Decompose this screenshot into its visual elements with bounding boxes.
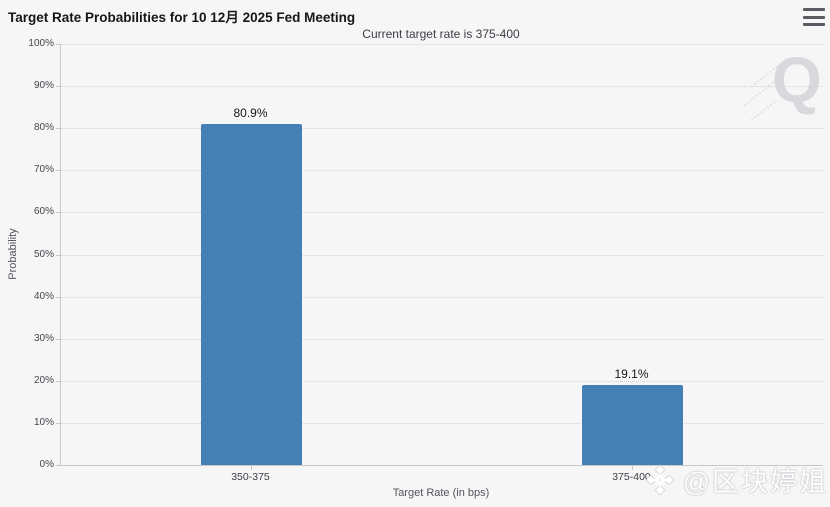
x-tick-label: 375-400 <box>612 471 651 483</box>
export-menu-button[interactable] <box>803 8 825 26</box>
y-tick-label: 10% <box>33 416 54 428</box>
gridline-90% <box>61 86 823 88</box>
gridline-70% <box>61 170 823 172</box>
bar-value-label: 80.9% <box>233 106 268 121</box>
q-logo-watermark: Q <box>772 44 822 116</box>
hamburger-icon <box>803 23 825 26</box>
y-tick-mark <box>56 254 60 256</box>
gridline-20% <box>61 380 823 382</box>
bar-375-400[interactable] <box>582 384 683 465</box>
bar-value-label: 19.1% <box>614 366 649 381</box>
gridline-80% <box>61 128 823 130</box>
y-tick-mark <box>56 380 60 382</box>
social-watermark: @区块婷姐 <box>643 460 828 499</box>
chart-subtitle: Current target rate is 375-400 <box>362 27 520 41</box>
y-tick-mark <box>56 44 60 45</box>
y-axis-title: Probability <box>7 228 19 280</box>
y-tick-mark <box>56 86 60 88</box>
social-handle: @区块婷姐 <box>682 467 828 497</box>
gridline-40% <box>61 296 823 298</box>
y-tick-label: 80% <box>33 122 54 134</box>
y-tick-label: 0% <box>39 459 54 470</box>
x-tick-mark <box>631 466 633 470</box>
x-axis-title: Target Rate (in bps) <box>392 487 490 499</box>
hamburger-icon <box>803 8 825 11</box>
y-tick-mark <box>56 170 60 172</box>
y-tick-label: 30% <box>33 332 54 344</box>
gridline-10% <box>61 422 823 424</box>
gridline-60% <box>61 212 823 214</box>
y-tick-label: 70% <box>33 164 54 176</box>
y-tick-mark <box>56 465 60 466</box>
plot-area <box>60 44 823 466</box>
gridline-50% <box>61 254 823 256</box>
x-tick-label: 350-375 <box>231 471 270 483</box>
x-tick-mark <box>250 466 252 470</box>
y-tick-label: 40% <box>33 290 54 302</box>
y-tick-mark <box>56 212 60 214</box>
binance-diamond-icon <box>645 464 674 495</box>
y-tick-mark <box>56 338 60 340</box>
gridline-100% <box>61 44 823 45</box>
chart-title: Target Rate Probabilities for 10 12月 202… <box>8 10 356 25</box>
y-tick-mark <box>56 128 60 130</box>
y-tick-label: 50% <box>33 248 54 260</box>
y-tick-label: 90% <box>33 80 54 92</box>
y-tick-mark <box>56 422 60 424</box>
gridline-30% <box>61 338 823 340</box>
y-tick-label: 20% <box>33 374 54 386</box>
y-tick-label: 60% <box>33 206 54 218</box>
hamburger-icon <box>803 15 825 19</box>
y-tick-mark <box>56 296 60 298</box>
y-tick-label: 100% <box>28 38 54 49</box>
bar-350-375[interactable] <box>201 124 302 465</box>
